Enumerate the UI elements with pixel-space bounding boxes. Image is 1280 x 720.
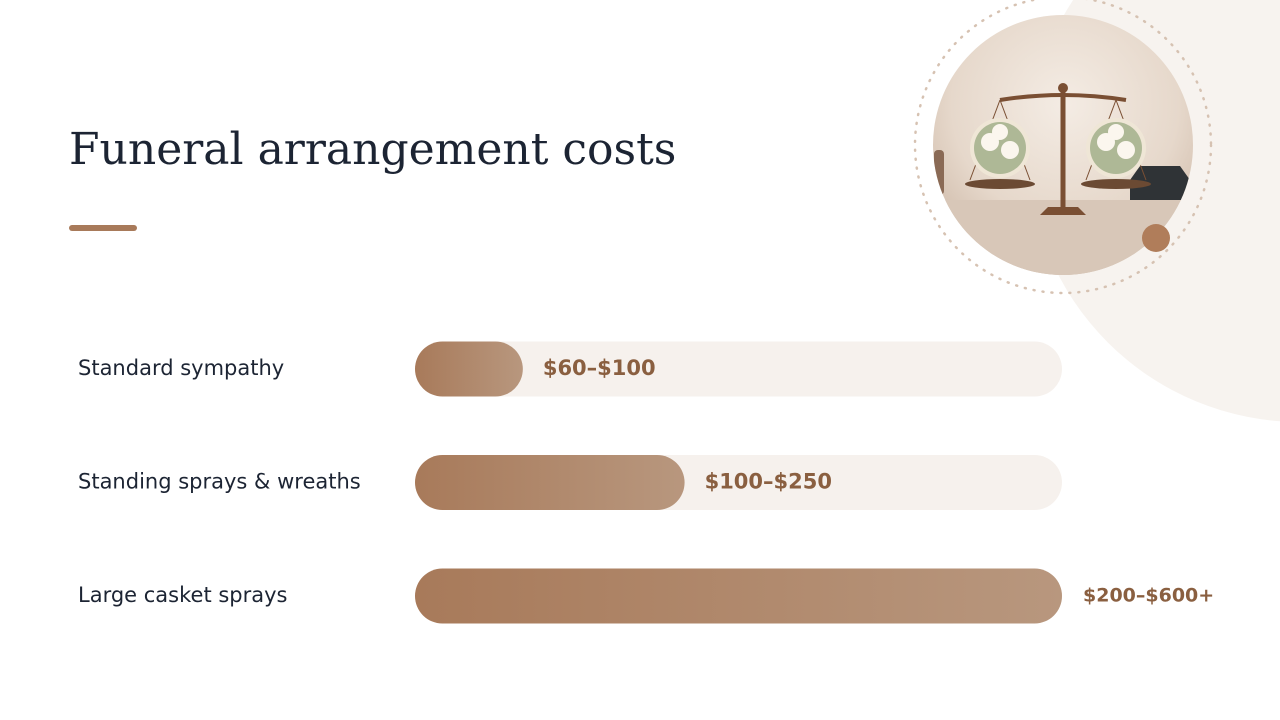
title-underline (69, 225, 137, 231)
bar (415, 341, 523, 397)
value-label: $200–$600+ (1083, 585, 1214, 607)
illustration (933, 15, 1193, 275)
bar (415, 568, 1062, 624)
accent-dot (1142, 224, 1170, 252)
value-label: $100–$250 (705, 470, 832, 494)
chart-title: Funeral arrangement costs (69, 124, 676, 175)
bar-track (415, 341, 1062, 397)
value-label: $60–$100 (543, 356, 656, 380)
category-label: Standing sprays & wreaths (78, 470, 361, 494)
dotted-ring (913, 0, 1213, 295)
category-label: Large casket sprays (78, 583, 288, 607)
bar (415, 455, 685, 510)
category-label: Standard sympathy (78, 356, 284, 380)
